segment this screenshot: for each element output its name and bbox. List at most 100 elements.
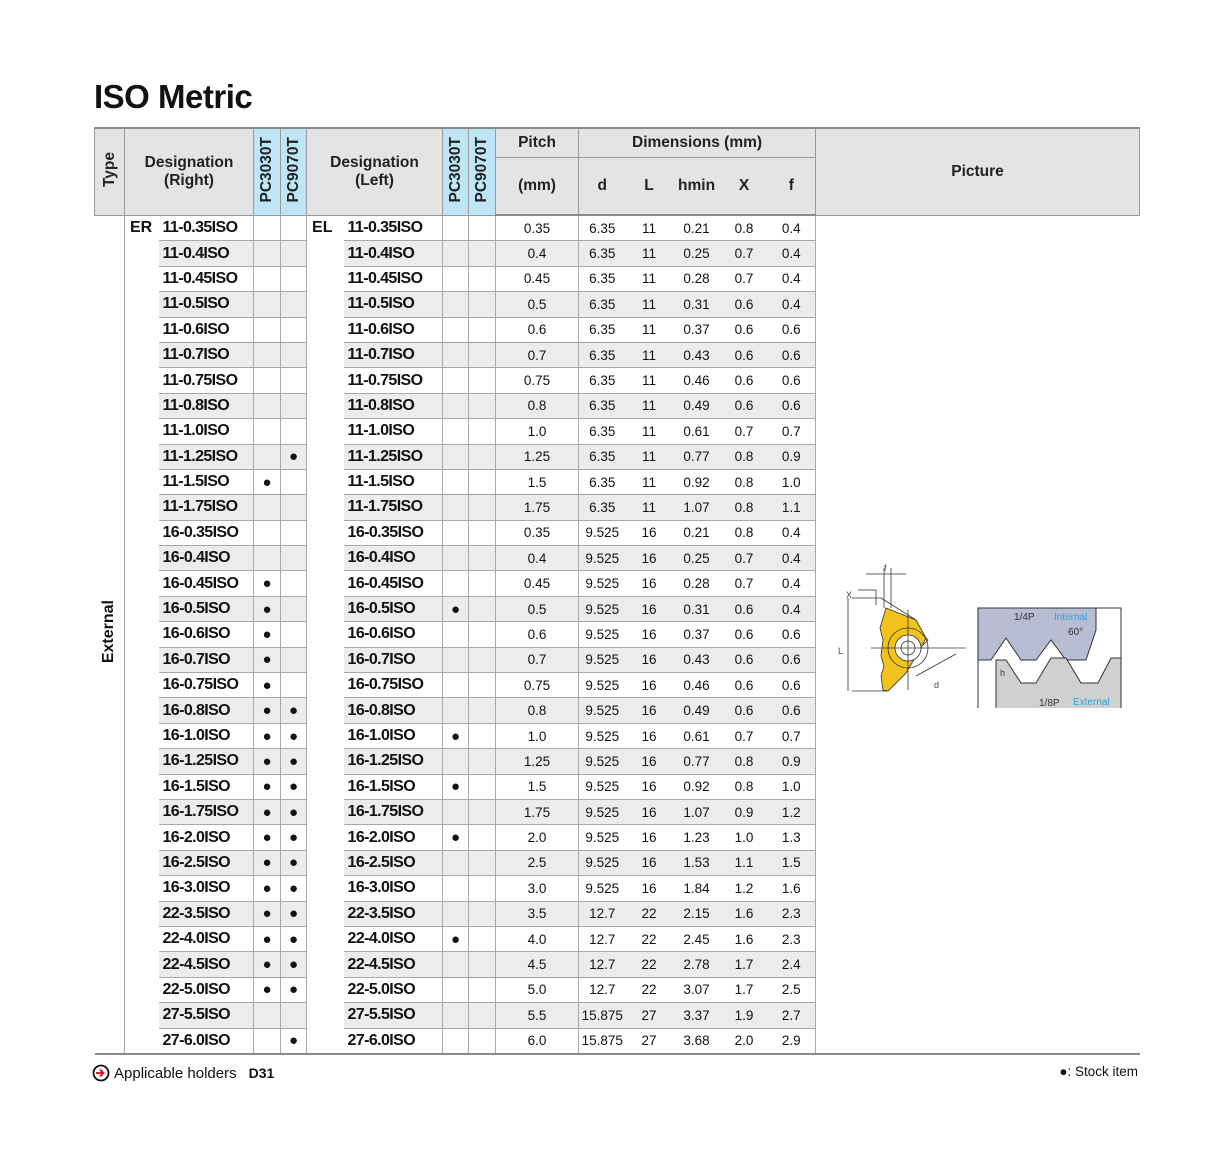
right-pc3030t-stock: ● <box>253 469 282 496</box>
type-cell: External <box>94 215 125 1055</box>
hmin-value: 0.61 <box>672 418 721 445</box>
prefix-left-blank <box>307 749 344 774</box>
right-pc3030t-stock <box>253 317 282 343</box>
pitch-value: 5.0 <box>495 977 580 1004</box>
designation-left: 16-0.4ISO <box>343 545 444 572</box>
right-pc9070t-stock: ● <box>280 697 308 724</box>
header-picture: Picture <box>815 127 1140 216</box>
hmin-value: 0.49 <box>672 697 721 724</box>
designation-left: 11-0.7ISO <box>343 342 444 369</box>
pitch-value: 2.0 <box>495 824 580 851</box>
applicable-holders-label: Applicable holders <box>114 1064 237 1082</box>
right-pc9070t-stock <box>280 570 308 597</box>
hmin-value: 2.78 <box>672 951 721 978</box>
pitch-value: 1.0 <box>495 418 580 445</box>
designation-right: 16-0.8ISO <box>158 697 255 724</box>
right-pc3030t-stock: ● <box>253 570 282 597</box>
left-pc9070t-stock <box>468 875 497 902</box>
table-row: 11-0.7ISO 11-0.7ISO 0.7 6.35 11 0.43 0.6 0.6 <box>95 342 1140 369</box>
label-f: f <box>884 563 887 573</box>
left-pc9070t-stock <box>468 240 497 267</box>
right-pc9070t-stock: ● <box>280 748 308 775</box>
right-pc9070t-stock: ● <box>280 824 308 851</box>
d-value: 6.35 <box>578 393 626 420</box>
picture-cell: f X L d 1/4P Internal 60° h 1/8P Externa… <box>815 215 1140 1055</box>
prefix-left-blank <box>307 901 344 926</box>
L-value: 16 <box>625 850 673 877</box>
f-value: 1.6 <box>767 875 817 902</box>
designation-right: 16-2.5ISO <box>158 850 255 877</box>
pitch-value: 0.5 <box>495 596 580 623</box>
label-L: L <box>838 646 843 656</box>
prefix-right-blank <box>125 774 159 799</box>
right-pc9070t-stock: ● <box>280 875 308 902</box>
hmin-value: 0.92 <box>672 774 721 800</box>
applicable-holders-note: Applicable holders D31 <box>92 1064 274 1082</box>
prefix-left-blank <box>307 647 344 672</box>
designation-right: 11-1.0ISO <box>158 418 255 445</box>
applicable-holders-link[interactable]: D31 <box>248 1065 275 1081</box>
prefix-left-blank <box>307 850 344 875</box>
designation-right: 16-0.7ISO <box>158 647 255 674</box>
prefix-right-blank <box>125 876 159 901</box>
right-pc3030t-stock <box>253 494 282 521</box>
prefix-left-blank <box>307 596 344 621</box>
left-pc9070t-stock <box>468 799 497 826</box>
f-value: 1.0 <box>767 469 817 496</box>
right-pc9070t-stock <box>280 647 308 674</box>
f-value: 2.7 <box>767 1002 817 1029</box>
pitch-value: 0.6 <box>495 621 580 648</box>
right-pc9070t-stock: ● <box>280 444 308 470</box>
L-value: 22 <box>625 977 673 1004</box>
pitch-value: 1.25 <box>495 748 580 775</box>
left-pc3030t-stock <box>442 393 470 420</box>
right-pc9070t-stock: ● <box>280 1028 308 1055</box>
hmin-value: 0.31 <box>672 596 721 623</box>
L-value: 22 <box>625 926 673 953</box>
right-pc3030t-stock <box>253 342 282 369</box>
designation-right: 11-1.25ISO <box>158 444 255 470</box>
hmin-value: 0.25 <box>672 240 721 267</box>
prefix-right-blank <box>125 292 159 317</box>
prefix-right-blank <box>125 622 159 647</box>
left-pc9070t-stock <box>468 1028 497 1055</box>
table-row: 16-0.45ISO ● 16-0.45ISO 0.45 9.525 16 0.28 0.7 0… <box>95 570 1140 597</box>
f-value: 2.9 <box>767 1028 817 1055</box>
table-row: 16-2.5ISO ● ● 16-2.5ISO 2.5 9.525 16 1.53 1.1 1.5 <box>95 850 1140 877</box>
pitch-value: 0.4 <box>495 545 580 572</box>
designation-right: 16-0.6ISO <box>158 621 255 648</box>
hmin-value: 0.37 <box>672 317 721 343</box>
designation-left: 11-0.4ISO <box>343 240 444 267</box>
designation-left: 11-1.75ISO <box>343 494 444 521</box>
left-pc9070t-stock <box>468 977 497 1004</box>
right-pc9070t-stock <box>280 215 308 242</box>
prefix-left-blank <box>307 419 344 444</box>
L-value: 11 <box>625 317 673 343</box>
d-value: 15.875 <box>578 1002 626 1029</box>
right-pc3030t-stock: ● <box>253 748 282 775</box>
d-value: 6.35 <box>578 215 626 242</box>
f-value: 2.4 <box>767 951 817 978</box>
L-value: 11 <box>625 342 673 369</box>
designation-left: 11-0.35ISO <box>343 215 444 242</box>
right-pc3030t-stock: ● <box>253 951 282 978</box>
d-value: 9.525 <box>578 697 626 724</box>
left-pc3030t-stock <box>442 977 470 1004</box>
header-left-pc9070t: PC9070T <box>468 127 497 216</box>
designation-left: 16-0.75ISO <box>343 672 444 699</box>
X-value: 0.8 <box>720 494 768 521</box>
left-pc3030t-stock <box>442 342 470 369</box>
hmin-value: 0.46 <box>672 672 721 699</box>
pitch-value: 1.5 <box>495 469 580 496</box>
right-pc3030t-stock <box>253 291 282 318</box>
hmin-value: 0.77 <box>672 444 721 470</box>
hmin-value: 0.37 <box>672 621 721 648</box>
left-pc9070t-stock <box>468 596 497 623</box>
right-pc9070t-stock <box>280 494 308 521</box>
right-pc9070t-stock <box>280 240 308 267</box>
L-value: 11 <box>625 291 673 318</box>
prefix-right-blank <box>125 850 159 875</box>
f-value: 2.3 <box>767 901 817 927</box>
right-pc9070t-stock <box>280 621 308 648</box>
table-row: 16-0.35ISO 16-0.35ISO 0.35 9.525 16 0.21 0.8 0.… <box>95 520 1140 547</box>
